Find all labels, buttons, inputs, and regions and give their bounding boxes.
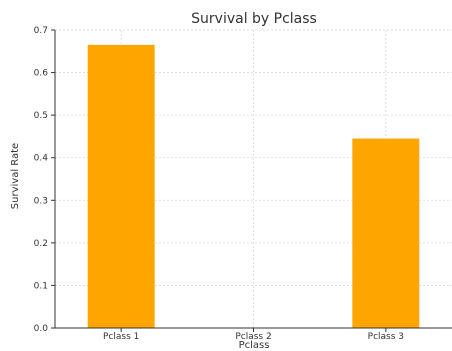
y-tick-label: 0.6 [34, 69, 49, 79]
y-tick-label: 0.7 [34, 26, 48, 36]
x-tick-label: Pclass 3 [368, 332, 404, 342]
y-tick-label: 0.1 [34, 281, 48, 291]
y-tick-label: 0.4 [34, 154, 49, 164]
bar-pclass-3 [352, 138, 420, 328]
bar-layer [87, 44, 420, 329]
y-tick-label: 0.0 [34, 324, 49, 334]
x-tick-label: Pclass 2 [235, 332, 271, 342]
y-tick-label: 0.3 [34, 196, 48, 206]
bar-pclass-1 [87, 44, 155, 329]
y-tick-label: 0.2 [34, 239, 48, 249]
y-axis-label: Survival Rate [10, 143, 21, 209]
axis-layer: 0.0 0.1 0.2 0.3 0.4 0.5 0.6 0.7 Pclass 1 Pclass 2… [34, 26, 452, 342]
y-tick-label: 0.5 [34, 111, 48, 121]
x-axis-label: Pclass [239, 340, 270, 351]
chart-title: Survival by Pclass [191, 11, 317, 27]
x-tick-label: Pclass 1 [103, 332, 139, 342]
